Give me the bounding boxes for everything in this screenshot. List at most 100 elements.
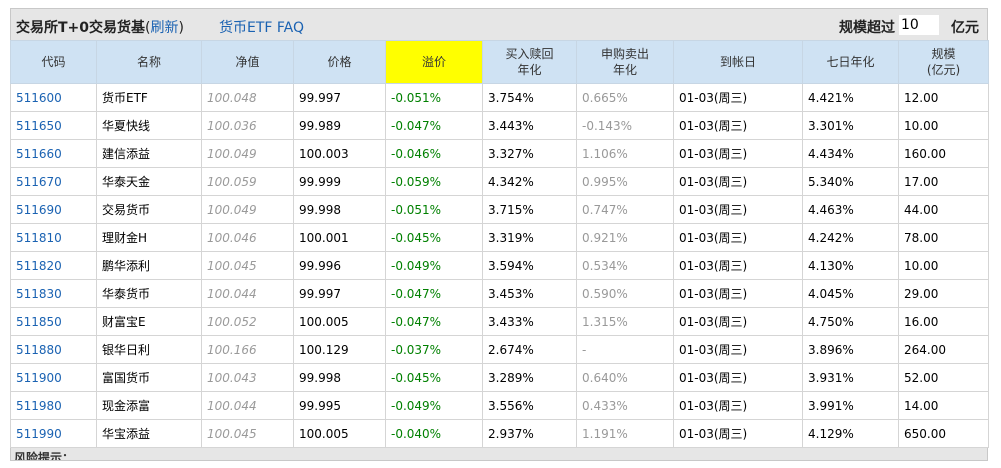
sub-sell-yield: 0.590%	[576, 279, 674, 308]
arrival-date: 01-03(周三)	[673, 167, 803, 196]
buy-redeem-yield: 3.289%	[482, 363, 577, 392]
fund-code-link[interactable]: 511690	[10, 195, 97, 224]
price-value: 99.989	[293, 111, 386, 140]
fund-code-link[interactable]: 511880	[10, 335, 97, 364]
table-row: 511660 建信添益 100.049 100.003 -0.046% 3.327% 1.1…	[10, 139, 989, 168]
fund-name: 华宝添益	[96, 419, 202, 448]
nav-value: 100.044	[201, 279, 294, 308]
fund-code-link[interactable]: 511830	[10, 279, 97, 308]
sub-sell-yield: 0.433%	[576, 391, 674, 420]
nav-value: 100.044	[201, 391, 294, 420]
fund-code-link[interactable]: 511600	[10, 83, 97, 112]
seven-day-yield: 3.991%	[802, 391, 899, 420]
fund-scale: 52.00	[898, 363, 989, 392]
arrival-date: 01-03(周三)	[673, 195, 803, 224]
fund-scale: 12.00	[898, 83, 989, 112]
col-header-sub-sell[interactable]: 申购卖出 年化	[576, 40, 674, 84]
buy-redeem-yield: 2.674%	[482, 335, 577, 364]
premium-value: -0.046%	[385, 139, 483, 168]
table-header-row: 代码 名称 净值 价格 溢价 买入赎回 年化 申购卖出 年化 到帐日 七日年化 规模…	[10, 40, 989, 84]
premium-value: -0.049%	[385, 391, 483, 420]
sub-sell-yield: 0.665%	[576, 83, 674, 112]
nav-value: 100.052	[201, 307, 294, 336]
arrival-date: 01-03(周三)	[673, 83, 803, 112]
seven-day-yield: 4.463%	[802, 195, 899, 224]
col-header-arrival[interactable]: 到帐日	[673, 40, 803, 84]
fund-name: 现金添富	[96, 391, 202, 420]
toolbar: 交易所T+0交易货基(刷新) 货币ETF FAQ 规模超过 亿元	[10, 8, 988, 40]
fund-code-link[interactable]: 511820	[10, 251, 97, 280]
fund-name: 货币ETF	[96, 83, 202, 112]
risk-notice: 风险提示：	[10, 448, 988, 461]
fund-code-link[interactable]: 511670	[10, 167, 97, 196]
buy-redeem-yield: 4.342%	[482, 167, 577, 196]
premium-value: -0.049%	[385, 251, 483, 280]
col-header-buy-redeem[interactable]: 买入赎回 年化	[482, 40, 577, 84]
page-title: 交易所T+0交易货基(刷新)	[16, 20, 184, 36]
price-value: 100.005	[293, 419, 386, 448]
fund-scale: 14.00	[898, 391, 989, 420]
premium-value: -0.045%	[385, 223, 483, 252]
buy-redeem-yield: 3.443%	[482, 111, 577, 140]
buy-redeem-yield: 2.937%	[482, 419, 577, 448]
buy-redeem-yield: 3.433%	[482, 307, 577, 336]
fund-scale: 650.00	[898, 419, 989, 448]
sub-sell-yield: 0.747%	[576, 195, 674, 224]
price-value: 99.997	[293, 83, 386, 112]
price-value: 99.996	[293, 251, 386, 280]
scale-filter-input[interactable]	[899, 15, 939, 35]
col-header-seven-day[interactable]: 七日年化	[802, 40, 899, 84]
fund-name: 交易货币	[96, 195, 202, 224]
fund-name: 理财金H	[96, 223, 202, 252]
seven-day-yield: 4.750%	[802, 307, 899, 336]
seven-day-yield: 4.129%	[802, 419, 899, 448]
fund-scale: 17.00	[898, 167, 989, 196]
fund-code-link[interactable]: 511990	[10, 419, 97, 448]
nav-value: 100.036	[201, 111, 294, 140]
price-value: 100.003	[293, 139, 386, 168]
fund-scale: 10.00	[898, 251, 989, 280]
scale-filter-label: 规模超过	[839, 20, 895, 36]
fund-code-link[interactable]: 511980	[10, 391, 97, 420]
fund-code-link[interactable]: 511810	[10, 223, 97, 252]
fund-code-link[interactable]: 511900	[10, 363, 97, 392]
arrival-date: 01-03(周三)	[673, 391, 803, 420]
seven-day-yield: 4.045%	[802, 279, 899, 308]
faq-link[interactable]: 货币ETF FAQ	[219, 20, 305, 36]
fund-code-link[interactable]: 511650	[10, 111, 97, 140]
fund-name: 财富宝E	[96, 307, 202, 336]
table-row: 511830 华泰货币 100.044 99.997 -0.047% 3.453% 0.59…	[10, 279, 989, 308]
sub-sell-yield: 0.640%	[576, 363, 674, 392]
premium-value: -0.047%	[385, 111, 483, 140]
col-header-name[interactable]: 名称	[96, 40, 202, 84]
col-header-premium[interactable]: 溢价	[385, 40, 483, 84]
col-header-scale[interactable]: 规模 (亿元)	[898, 40, 989, 84]
col-header-nav[interactable]: 净值	[201, 40, 294, 84]
col-header-price[interactable]: 价格	[293, 40, 386, 84]
fund-scale: 160.00	[898, 139, 989, 168]
col-header-code[interactable]: 代码	[10, 40, 97, 84]
fund-name: 建信添益	[96, 139, 202, 168]
nav-value: 100.043	[201, 363, 294, 392]
seven-day-yield: 4.242%	[802, 223, 899, 252]
premium-value: -0.051%	[385, 83, 483, 112]
seven-day-yield: 3.896%	[802, 335, 899, 364]
table-row: 511850 财富宝E 100.052 100.005 -0.047% 3.433% 1.3…	[10, 307, 989, 336]
buy-redeem-yield: 3.319%	[482, 223, 577, 252]
refresh-link[interactable]: 刷新	[150, 20, 179, 36]
fund-scale: 78.00	[898, 223, 989, 252]
fund-name: 华夏快线	[96, 111, 202, 140]
nav-value: 100.059	[201, 167, 294, 196]
table-row: 511900 富国货币 100.043 99.998 -0.045% 3.289% 0.64…	[10, 363, 989, 392]
seven-day-yield: 4.421%	[802, 83, 899, 112]
fund-name: 鹏华添利	[96, 251, 202, 280]
fund-code-link[interactable]: 511660	[10, 139, 97, 168]
arrival-date: 01-03(周三)	[673, 111, 803, 140]
fund-code-link[interactable]: 511850	[10, 307, 97, 336]
seven-day-yield: 5.340%	[802, 167, 899, 196]
arrival-date: 01-03(周三)	[673, 307, 803, 336]
fund-panel: 交易所T+0交易货基(刷新) 货币ETF FAQ 规模超过 亿元 代码 名称 净…	[10, 8, 989, 461]
price-value: 99.997	[293, 279, 386, 308]
price-value: 99.998	[293, 195, 386, 224]
fund-name: 华泰天金	[96, 167, 202, 196]
